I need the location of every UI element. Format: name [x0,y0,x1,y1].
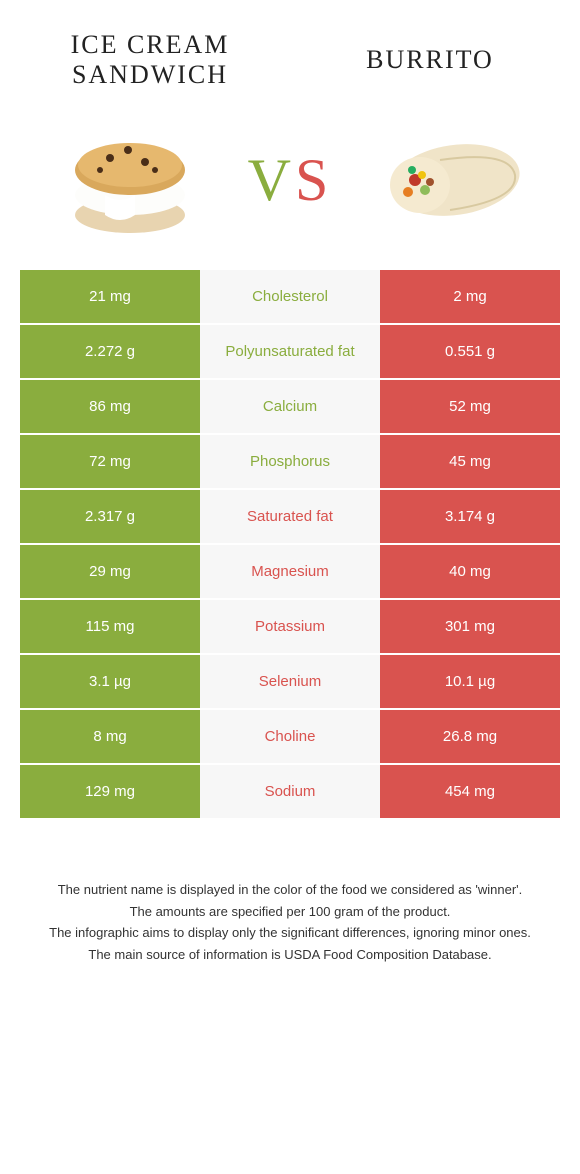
left-value: 8 mg [20,710,200,763]
right-food-image [370,120,530,240]
nutrient-label: Saturated fat [200,490,380,543]
table-row: 2.317 gSaturated fat3.174 g [20,490,560,545]
vs-label: VS [248,146,333,215]
footnote-line: The main source of information is USDA F… [40,945,540,965]
nutrient-label: Phosphorus [200,435,380,488]
vs-row: VS [20,110,560,270]
table-row: 3.1 µgSelenium10.1 µg [20,655,560,710]
left-value: 86 mg [20,380,200,433]
nutrient-label: Polyunsaturated fat [200,325,380,378]
footnotes: The nutrient name is displayed in the co… [20,880,560,964]
left-food-title: Ice Cream Sandwich [50,30,250,90]
right-value: 52 mg [380,380,560,433]
vs-letter-v: V [248,147,295,213]
table-row: 8 mgCholine26.8 mg [20,710,560,765]
left-value: 72 mg [20,435,200,488]
nutrient-label: Cholesterol [200,270,380,323]
nutrient-label: Magnesium [200,545,380,598]
footnote-line: The amounts are specified per 100 gram o… [40,902,540,922]
right-value: 301 mg [380,600,560,653]
table-row: 129 mgSodium454 mg [20,765,560,820]
table-row: 21 mgCholesterol2 mg [20,270,560,325]
left-value: 129 mg [20,765,200,818]
nutrient-label: Choline [200,710,380,763]
vs-letter-s: S [295,147,332,213]
footnote-line: The nutrient name is displayed in the co… [40,880,540,900]
left-value: 21 mg [20,270,200,323]
nutrient-label: Calcium [200,380,380,433]
right-value: 26.8 mg [380,710,560,763]
nutrient-label: Selenium [200,655,380,708]
nutrient-label: Potassium [200,600,380,653]
left-food-image [50,120,210,240]
table-row: 86 mgCalcium52 mg [20,380,560,435]
right-value: 454 mg [380,765,560,818]
nutrient-table: 21 mgCholesterol2 mg2.272 gPolyunsaturat… [20,270,560,820]
left-value: 29 mg [20,545,200,598]
left-value: 2.317 g [20,490,200,543]
left-value: 2.272 g [20,325,200,378]
right-food-title: Burrito [330,45,530,75]
left-value: 3.1 µg [20,655,200,708]
right-value: 10.1 µg [380,655,560,708]
header: Ice Cream Sandwich Burrito [20,30,560,110]
right-value: 2 mg [380,270,560,323]
left-value: 115 mg [20,600,200,653]
right-value: 3.174 g [380,490,560,543]
table-row: 29 mgMagnesium40 mg [20,545,560,600]
nutrient-label: Sodium [200,765,380,818]
table-row: 2.272 gPolyunsaturated fat0.551 g [20,325,560,380]
footnote-line: The infographic aims to display only the… [40,923,540,943]
right-value: 45 mg [380,435,560,488]
table-row: 72 mgPhosphorus45 mg [20,435,560,490]
table-row: 115 mgPotassium301 mg [20,600,560,655]
right-value: 0.551 g [380,325,560,378]
right-value: 40 mg [380,545,560,598]
